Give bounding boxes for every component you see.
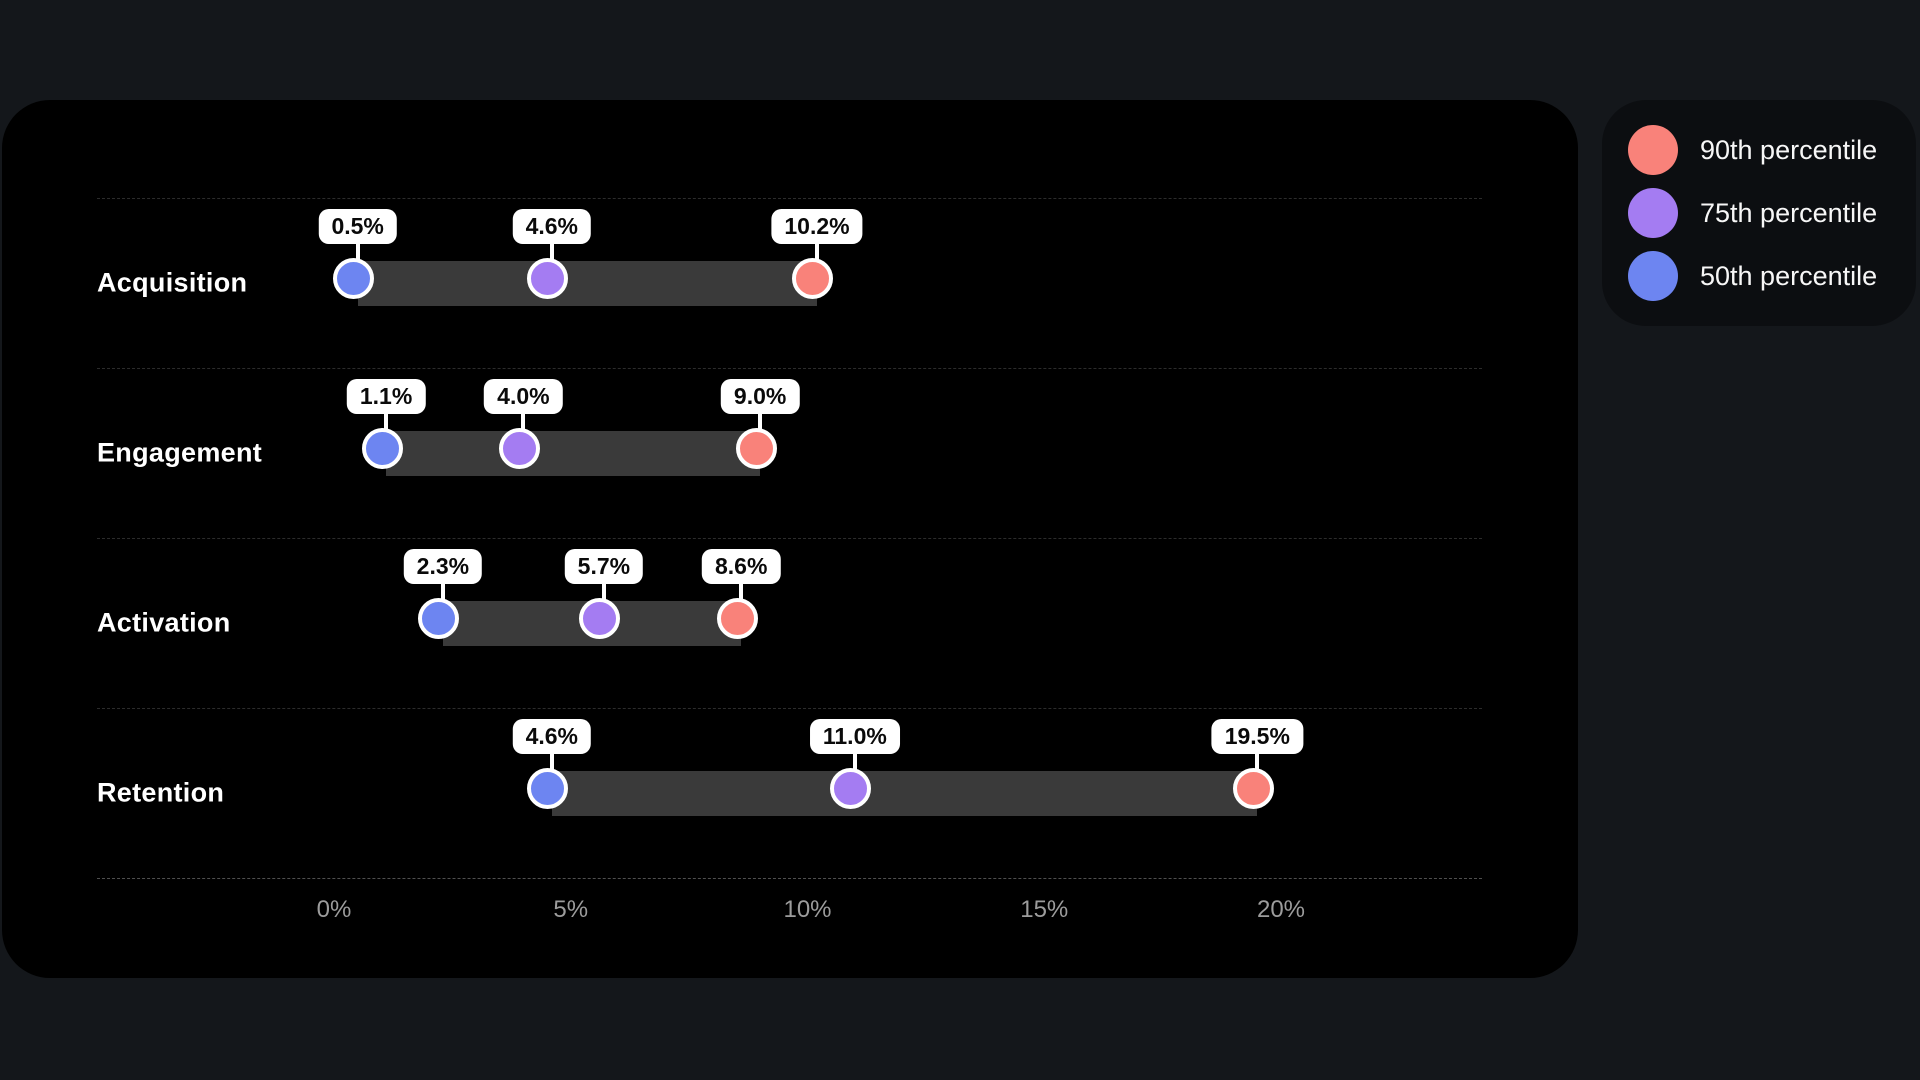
percentile-dot-75th-percentile[interactable] bbox=[498, 428, 540, 469]
value-label: 0.5% bbox=[318, 209, 397, 244]
percentile-dot-75th-percentile[interactable] bbox=[830, 768, 872, 809]
legend-item-50th-percentile[interactable]: 50th percentile bbox=[1628, 251, 1916, 301]
value-label: 1.1% bbox=[346, 379, 426, 414]
legend: 90th percentile 75th percentile 50th perce… bbox=[1602, 100, 1916, 326]
value-label-stem bbox=[739, 584, 744, 604]
value-label: 19.5% bbox=[1211, 719, 1303, 754]
value-label: 2.3% bbox=[403, 549, 483, 584]
chart-row-activation: Activation 2.3% 5.7% 8.6% bbox=[2, 538, 1578, 708]
chart-row-retention: Retention 4.6% 11.0% 19.5% bbox=[2, 708, 1578, 878]
row-separator bbox=[97, 538, 1482, 539]
percentile-dot-90th-percentile[interactable] bbox=[735, 428, 777, 469]
x-axis-line bbox=[97, 878, 1482, 879]
chart-row-acquisition: Acquisition 0.5% 4.6% 10.2% bbox=[2, 198, 1578, 368]
legend-label: 90th percentile bbox=[1700, 134, 1878, 165]
legend-item-75th-percentile[interactable]: 75th percentile bbox=[1628, 188, 1916, 238]
percentile-dot-75th-percentile[interactable] bbox=[579, 598, 621, 639]
percentile-dot-50th-percentile[interactable] bbox=[333, 258, 375, 299]
legend-swatch-50th-percentile bbox=[1628, 251, 1678, 301]
row-separator bbox=[97, 368, 1482, 369]
x-tick-label: 15% bbox=[1020, 896, 1069, 923]
value-label-stem bbox=[758, 414, 763, 434]
row-separator bbox=[97, 198, 1482, 199]
category-label: Retention bbox=[97, 777, 225, 808]
legend-swatch-90th-percentile bbox=[1628, 125, 1678, 175]
dumbbell-plot: Acquisition 0.5% 4.6% 10.2% Engagement 1.1% 4.… bbox=[2, 100, 1578, 978]
row-separator bbox=[97, 708, 1482, 709]
chart-row-engagement: Engagement 1.1% 4.0% 9.0% bbox=[2, 368, 1578, 538]
value-label-stem bbox=[384, 414, 389, 434]
legend-item-90th-percentile[interactable]: 90th percentile bbox=[1628, 125, 1916, 175]
x-tick-label: 0% bbox=[316, 896, 352, 923]
legend-label: 75th percentile bbox=[1700, 197, 1878, 228]
percentile-dot-75th-percentile[interactable] bbox=[527, 258, 569, 299]
range-bar bbox=[357, 261, 817, 306]
legend-label: 50th percentile bbox=[1700, 260, 1878, 291]
x-tick-label: 20% bbox=[1256, 896, 1306, 923]
value-label-stem bbox=[549, 754, 554, 774]
value-label-stem bbox=[601, 584, 606, 604]
percentile-dot-50th-percentile[interactable] bbox=[361, 428, 403, 469]
value-label-stem bbox=[440, 584, 445, 604]
percentile-dot-50th-percentile[interactable] bbox=[527, 768, 569, 809]
range-bar bbox=[386, 431, 761, 476]
value-label: 8.6% bbox=[701, 549, 781, 584]
category-label: Engagement bbox=[97, 437, 263, 468]
value-label-stem bbox=[355, 244, 360, 264]
category-label: Acquisition bbox=[97, 267, 248, 298]
legend-swatch-75th-percentile bbox=[1628, 188, 1678, 238]
percentile-dot-90th-percentile[interactable] bbox=[716, 598, 758, 639]
value-label: 9.0% bbox=[720, 379, 800, 414]
value-label-stem bbox=[814, 244, 819, 264]
value-label: 11.0% bbox=[809, 719, 900, 754]
value-label: 4.6% bbox=[512, 209, 592, 244]
percentile-dot-50th-percentile[interactable] bbox=[418, 598, 460, 639]
category-label: Activation bbox=[97, 607, 231, 638]
percentile-chart-card: Acquisition 0.5% 4.6% 10.2% Engagement 1.1% 4.… bbox=[2, 100, 1578, 978]
value-label-stem bbox=[852, 754, 857, 774]
value-label: 4.0% bbox=[484, 379, 563, 414]
x-tick-label: 10% bbox=[783, 896, 832, 923]
range-bar bbox=[551, 771, 1258, 816]
value-label-stem bbox=[521, 414, 526, 434]
value-label-stem bbox=[549, 244, 554, 264]
value-label-stem bbox=[1255, 754, 1260, 774]
value-label: 4.6% bbox=[512, 719, 592, 754]
value-label: 5.7% bbox=[564, 549, 644, 584]
percentile-dot-90th-percentile[interactable] bbox=[1232, 768, 1274, 809]
percentile-dot-90th-percentile[interactable] bbox=[792, 258, 834, 299]
x-tick-label: 5% bbox=[553, 896, 589, 923]
value-label: 10.2% bbox=[771, 209, 863, 244]
